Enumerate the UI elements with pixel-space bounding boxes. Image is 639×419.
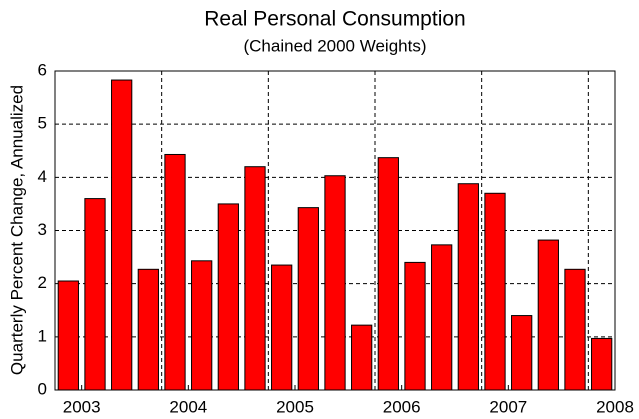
x-tick-label: 2007 [489,397,527,416]
y-tick-label: 5 [38,114,47,133]
bar [84,198,106,391]
x-tick-label: 2003 [63,397,101,416]
bar [457,183,479,391]
bar [537,239,559,391]
bar [217,203,239,391]
bar [377,157,399,391]
bar [351,324,373,391]
y-tick-label: 2 [38,273,47,292]
x-tick-label: 2008 [596,397,634,416]
y-axis-label: Quarterly Percent Change, Annualized [7,85,26,375]
bar [111,79,133,391]
bar [324,175,346,391]
x-tick-label: 2005 [276,397,314,416]
chart-subtitle: (Chained 2000 Weights) [243,36,426,55]
bar [591,337,613,391]
bar [297,207,319,391]
bar [137,268,159,391]
bar [164,153,186,391]
bar [404,261,426,391]
y-tick-label: 6 [38,60,47,79]
bar [244,166,266,391]
y-tick-label: 4 [38,167,47,186]
bar [431,244,453,391]
bar [191,260,213,391]
bar [271,264,293,391]
bar [511,315,533,391]
chart-title: Real Personal Consumption [204,8,465,31]
x-tick-label: 2006 [383,397,421,416]
bar [57,280,79,391]
y-tick-label: 0 [38,379,47,398]
bar [484,192,506,391]
bar [564,268,586,391]
plot-frame [54,70,616,391]
y-tick-label: 1 [38,326,47,345]
x-tick-label: 2004 [169,397,207,416]
y-tick-label: 3 [38,220,47,239]
